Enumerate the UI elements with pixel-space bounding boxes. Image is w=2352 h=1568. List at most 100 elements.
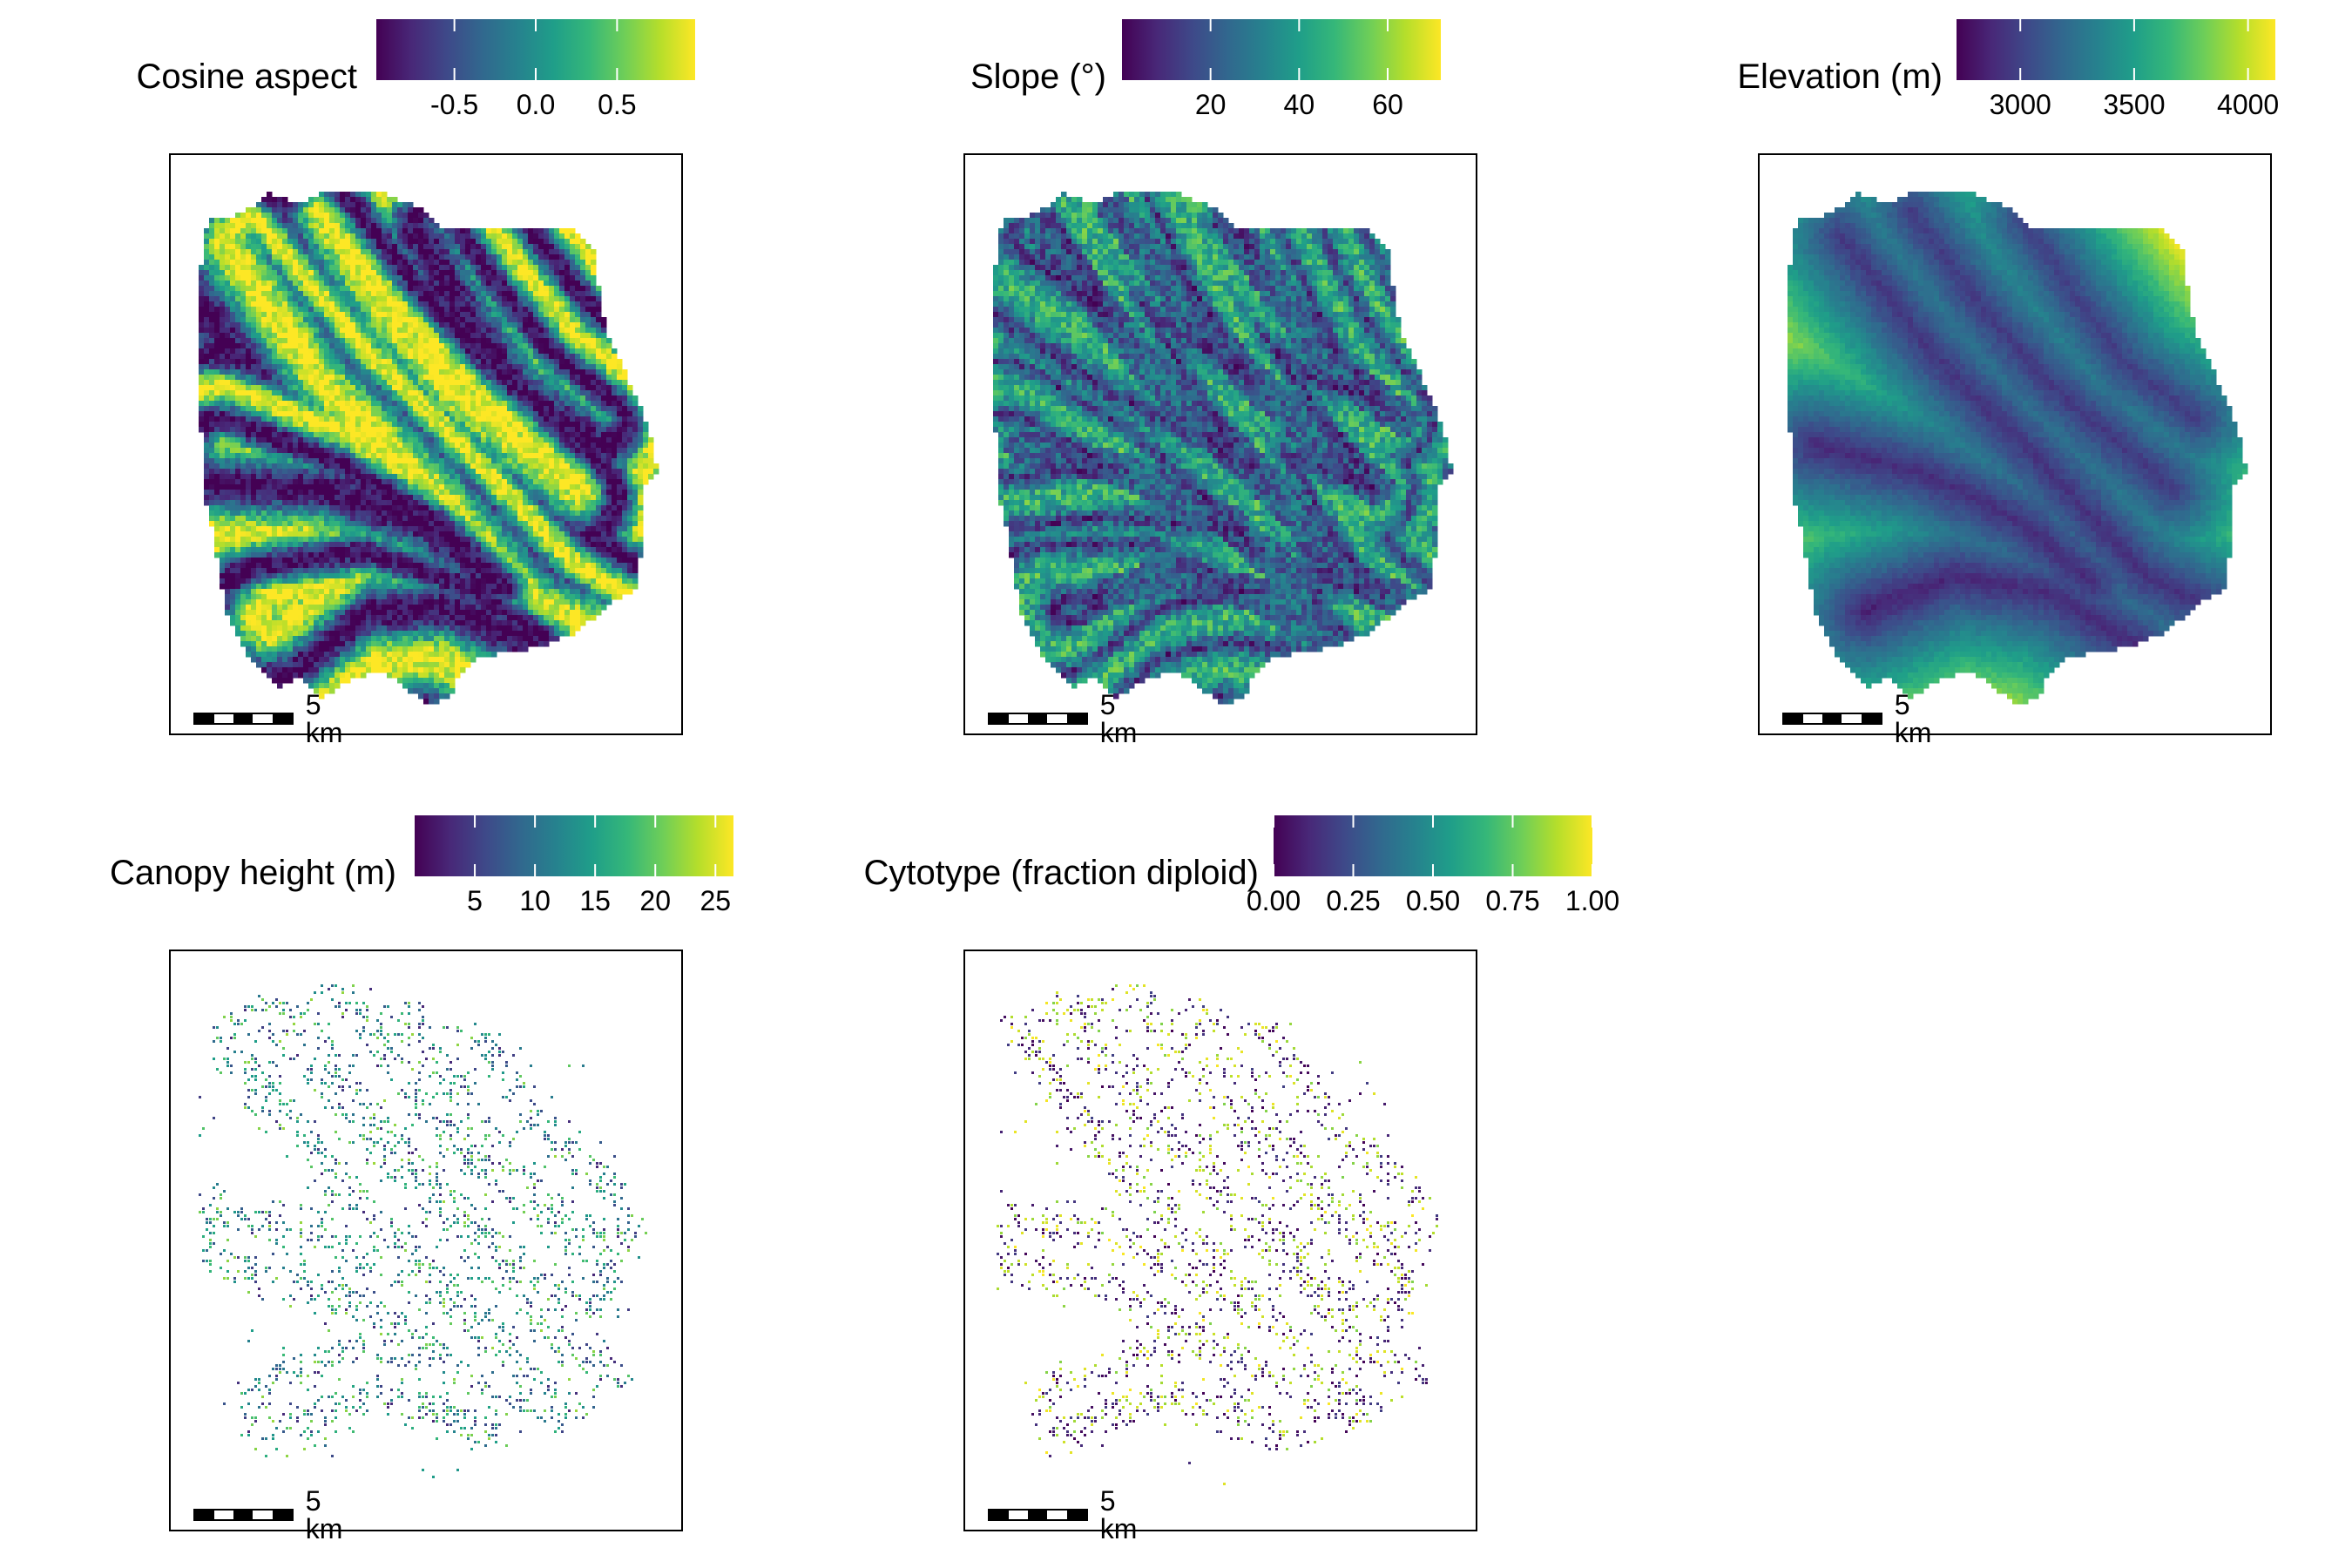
raster-cell [538,291,544,297]
raster-cell [397,526,403,532]
raster-cell [376,228,382,234]
raster-cell [434,510,440,517]
raster-cell [251,328,257,334]
raster-cell [502,338,508,344]
raster-cell [497,270,503,276]
raster-cell [282,291,288,297]
raster-cell [340,312,346,318]
raster-cell [329,317,335,323]
raster-cell [345,249,351,255]
raster-cell [225,328,231,334]
raster-cell [319,218,325,224]
raster-cell [371,254,377,260]
raster-cell [596,479,602,485]
raster-cell [601,359,607,365]
raster-cell [470,510,476,517]
raster-cell [272,495,278,501]
raster-cell [256,375,262,381]
raster-cell [460,275,466,281]
raster-cell [622,500,628,506]
raster-cell [392,333,398,339]
raster-cell [350,328,356,334]
raster-cell [476,348,482,355]
raster-cell [444,427,450,433]
raster-cell [225,270,231,276]
raster-cell [507,500,513,506]
raster-cell [465,296,471,302]
raster-cell [470,531,476,537]
raster-cell [261,239,267,245]
raster-cell [476,312,482,318]
raster-cell [549,270,555,276]
raster-cell [449,406,456,412]
raster-cell [627,416,633,422]
raster-cell [491,333,497,339]
raster-cell [544,463,550,470]
raster-cell [439,359,445,365]
raster-cell [486,280,492,287]
raster-cell [601,516,607,522]
raster-cell [413,317,419,323]
raster-cell [308,254,314,260]
raster-cell [230,390,236,396]
raster-cell [402,385,409,391]
raster-cell [287,359,294,365]
raster-cell [486,416,492,422]
raster-cell [434,495,440,501]
raster-cell [507,521,513,527]
raster-cell [225,432,231,438]
raster-cell [449,249,456,255]
raster-cell [235,474,241,480]
raster-cell [293,218,299,224]
raster-cell [580,458,586,464]
raster-cell [272,521,278,527]
raster-cell [544,265,550,271]
raster-cell [324,474,330,480]
raster-cell [277,484,283,490]
raster-cell [439,338,445,344]
raster-cell [528,317,534,323]
raster-cell [502,354,508,360]
raster-cell [570,239,576,245]
raster-cell [564,343,571,349]
raster-cell [361,516,367,522]
raster-cell [470,526,476,532]
raster-cell [319,526,325,532]
raster-cell [355,192,362,198]
raster-cell [580,338,586,344]
raster-cell [340,233,346,240]
raster-cell [476,427,482,433]
raster-cell [481,343,487,349]
raster-cell [350,516,356,522]
raster-cell [617,427,623,433]
raster-cell [517,463,524,470]
raster-cell [465,291,471,297]
raster-cell [214,495,220,501]
raster-cell [575,406,581,412]
raster-cell [470,443,476,449]
raster-cell [544,500,550,506]
raster-cell [486,479,492,485]
raster-cell [460,291,466,297]
raster-cell [387,322,393,328]
raster-cell [392,458,398,464]
raster-cell [538,390,544,396]
raster-cell [580,416,586,422]
raster-cell [361,286,367,292]
raster-cell [214,469,220,475]
raster-cell [439,443,445,449]
raster-cell [491,275,497,281]
raster-cell [491,233,497,240]
raster-cell [591,286,597,292]
raster-cell [460,244,466,250]
raster-cell [580,249,586,255]
raster-cell [256,228,262,234]
raster-cell [204,490,210,496]
raster-cell [303,427,309,433]
raster-cell [397,260,403,266]
raster-cell [324,453,330,459]
raster-cell [355,270,362,276]
raster-cell [528,479,534,485]
raster-cell [570,526,576,532]
raster-cell [272,213,278,219]
